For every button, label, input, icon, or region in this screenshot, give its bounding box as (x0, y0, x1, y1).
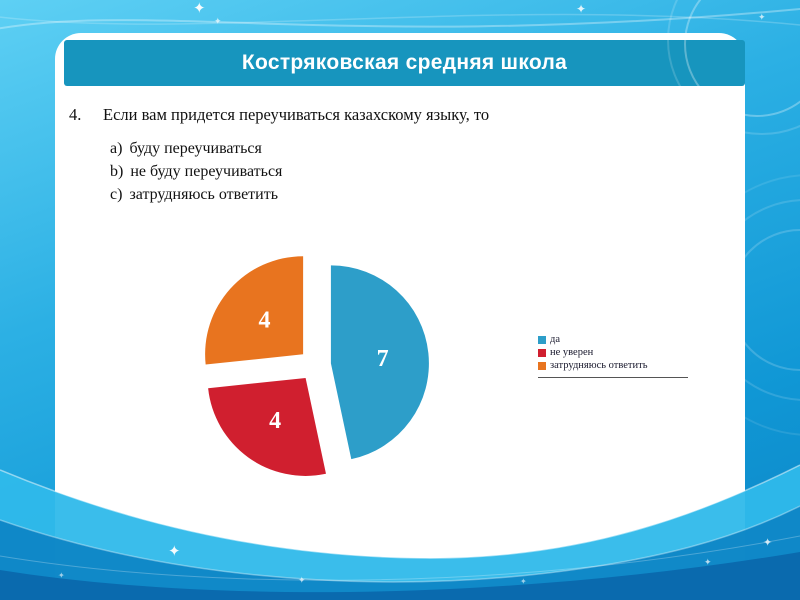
pie-slice-1 (208, 377, 326, 476)
pie-slice-2 (205, 256, 304, 365)
sparkle-icon (116, 505, 124, 515)
sparkle-icon (638, 518, 648, 530)
option-c: c) затрудняюсь ответить (110, 183, 282, 206)
question-text: Если вам придется переучиваться казахско… (103, 105, 490, 124)
sparkle-icon (418, 546, 427, 557)
chart-legend: да не уверен затрудняюсь ответить (538, 334, 688, 378)
legend-swatch-icon (538, 361, 546, 370)
pie-value-label: 4 (259, 308, 271, 334)
sparkle-icon (298, 576, 306, 585)
sparkle-icon (520, 578, 527, 586)
content-panel: Костряковская средняя школа 4. Если вам … (55, 33, 745, 600)
sparkle-icon (576, 3, 586, 15)
legend-swatch-icon (538, 348, 546, 357)
options-list: a) буду переучиваться b) не буду переучива… (110, 137, 282, 206)
option-b-text: не буду переучиваться (130, 163, 283, 180)
sparkle-icon (704, 558, 712, 567)
legend-label: затрудняюсь ответить (550, 360, 648, 371)
legend-item: затрудняюсь ответить (538, 360, 684, 371)
question-number: 4. (69, 105, 82, 124)
pie-value-label: 7 (377, 346, 389, 372)
option-b-marker: b) (110, 163, 124, 180)
legend-label: да (550, 334, 561, 345)
option-c-marker: c) (110, 186, 123, 203)
legend-item: да (538, 334, 684, 345)
pie-slice-0 (330, 265, 429, 460)
option-a: a) буду переучиваться (110, 137, 282, 160)
option-c-text: затрудняюсь ответить (129, 186, 279, 203)
legend-item: не уверен (538, 347, 684, 358)
option-b: b) не буду переучиваться (110, 160, 282, 183)
pie-value-label: 4 (269, 408, 281, 434)
pie-chart: 7 4 4 (205, 256, 429, 476)
sparkle-icon (758, 13, 766, 22)
legend-swatch-icon (538, 335, 546, 344)
option-a-text: буду переучиваться (129, 140, 262, 157)
option-a-marker: a) (110, 140, 123, 157)
slide-title-banner: Костряковская средняя школа (64, 40, 745, 86)
legend-label: не уверен (550, 347, 594, 358)
sparkle-icon (168, 545, 181, 560)
sparkle-icon (58, 572, 65, 580)
sparkle-icon (214, 17, 222, 26)
sparkle-icon (193, 2, 206, 17)
slide-title: Костряковская средняя школа (241, 51, 568, 74)
question: 4. Если вам придется переучиваться казах… (69, 105, 725, 125)
sparkle-icon (763, 538, 772, 549)
